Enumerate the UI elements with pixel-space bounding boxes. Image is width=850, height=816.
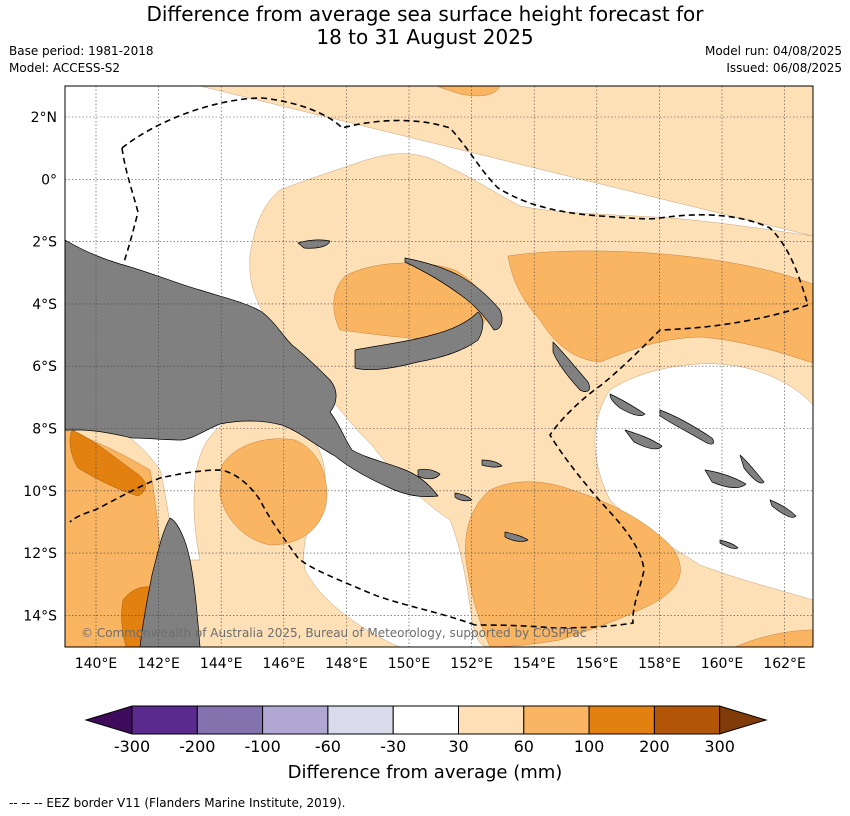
makira xyxy=(769,499,797,518)
santa-isabel xyxy=(659,409,714,445)
map-area: © Commonwealth of Australia 2025, Bureau… xyxy=(65,86,813,647)
rennell xyxy=(719,539,739,549)
title-line-1: Difference from average sea surface heig… xyxy=(146,2,704,26)
latitude-label: 2°S xyxy=(32,235,57,251)
graticule xyxy=(65,86,813,647)
rossel-island xyxy=(504,531,529,542)
latitude-label: 12°S xyxy=(23,546,57,562)
longitude-label: 152°E xyxy=(450,656,493,672)
malaita xyxy=(739,454,765,484)
longitude-label: 160°E xyxy=(701,656,744,672)
land-masses xyxy=(65,239,797,647)
longitude-label: 150°E xyxy=(388,656,431,672)
fergusson-island xyxy=(417,468,441,480)
colorbar-swatch xyxy=(588,705,655,735)
model-run: Model run: 04/08/2025 xyxy=(704,44,842,58)
longitude-label: 156°E xyxy=(576,656,619,672)
colorbar-tick-label: -200 xyxy=(179,737,215,756)
eez-legend-note: -- -- -- EEZ border V11 (Flanders Marine… xyxy=(9,796,346,810)
title-line-2: 18 to 31 August 2025 xyxy=(316,25,534,49)
longitude-labels: 140°E 142°E 144°E 146°E 148°E 150°E 152°E 154°E… xyxy=(75,656,806,672)
colorbar-swatch xyxy=(327,705,394,735)
map-frame xyxy=(64,85,814,648)
new-georgia xyxy=(624,429,663,450)
colorbar-tick-label: 200 xyxy=(639,737,670,756)
longitude-label: 140°E xyxy=(75,656,118,672)
bougainville xyxy=(552,341,590,392)
colorbar-tick-label: -300 xyxy=(114,737,150,756)
new-britain xyxy=(354,311,484,370)
meta-right: Model run: 04/08/2025 Issued: 06/08/2025 xyxy=(705,43,842,77)
longitude-label: 148°E xyxy=(325,656,368,672)
colorbar-tick-label: 30 xyxy=(448,737,468,756)
meta-left: Base period: 1981-2018 Model: ACCESS-S2 xyxy=(9,43,154,77)
colorbar-swatch xyxy=(131,705,198,735)
colorbar-swatch xyxy=(653,705,721,735)
latitude-label: 4°S xyxy=(32,297,57,313)
colorbar: -300 -200 -100 -60 -30 30 60 100 200 300 xyxy=(84,705,768,756)
colorbar-title: Difference from average (mm) xyxy=(288,762,563,783)
colorbar-high-extend xyxy=(719,705,768,735)
tagula xyxy=(454,492,473,502)
eez-border xyxy=(69,97,809,629)
colorbar-swatch xyxy=(392,705,460,735)
woodlark-island xyxy=(481,459,503,468)
issued-date: Issued: 06/08/2025 xyxy=(726,61,842,75)
latitude-label: 8°S xyxy=(32,422,57,438)
colorbar-swatch xyxy=(458,705,525,735)
choiseul xyxy=(609,393,646,416)
colorbar-tick-label: 100 xyxy=(574,737,605,756)
new-ireland xyxy=(404,257,503,331)
latitude-label: 10°S xyxy=(23,484,57,500)
longitude-label: 144°E xyxy=(200,656,243,672)
new-guinea xyxy=(65,239,439,497)
colorbar-swatch xyxy=(523,705,590,735)
colorbar-tick-label: -100 xyxy=(244,737,280,756)
latitude-label: 2°N xyxy=(31,110,57,126)
guadalcanal xyxy=(704,469,747,488)
colorbar-swatch xyxy=(262,705,329,735)
colorbar-low-extend xyxy=(84,705,133,735)
colorbar-tick-label: -30 xyxy=(380,737,406,756)
manus-island xyxy=(297,239,331,249)
latitude-label: 14°S xyxy=(23,608,57,624)
copyright-credit: © Commonwealth of Australia 2025, Bureau… xyxy=(81,626,586,640)
australia-cape-york xyxy=(139,517,201,647)
colorbar-tick-label: 300 xyxy=(704,737,735,756)
longitude-label: 162°E xyxy=(763,656,806,672)
latitude-labels: 2°N 0° 2°S 4°S 6°S 8°S 10°S 12°S 14°S xyxy=(23,110,57,624)
chart-title: Difference from average sea surface heig… xyxy=(0,3,850,49)
longitude-label: 158°E xyxy=(638,656,681,672)
longitude-label: 154°E xyxy=(513,656,556,672)
colorbar-tick-label: -60 xyxy=(315,737,341,756)
base-period: Base period: 1981-2018 xyxy=(9,44,154,58)
model-name: Model: ACCESS-S2 xyxy=(9,61,121,75)
longitude-label: 142°E xyxy=(137,656,180,672)
longitude-label: 146°E xyxy=(263,656,306,672)
colorbar-swatch xyxy=(196,705,264,735)
latitude-label: 6°S xyxy=(32,359,57,375)
colorbar-tick-label: 60 xyxy=(514,737,534,756)
latitude-label: 0° xyxy=(41,172,57,188)
